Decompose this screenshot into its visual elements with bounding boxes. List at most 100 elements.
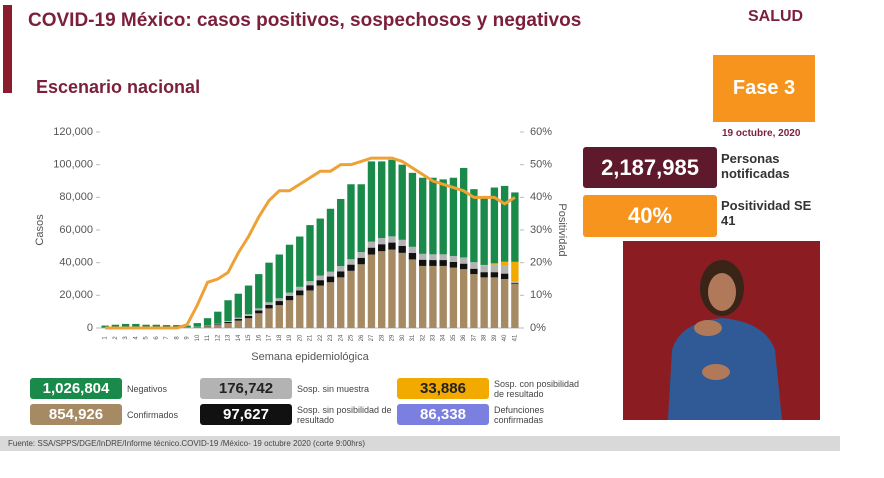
bar-segment [234,293,242,318]
bar-segment [347,259,355,265]
bar-segment [337,266,345,272]
x-tick-label: 41 [512,334,518,341]
bar-segment [224,323,232,328]
bar-segment [398,252,406,328]
stat-label: Personas notificadas [721,151,790,181]
bar-segment [398,239,406,247]
bar-segment [388,249,396,328]
bar-segment [470,274,478,328]
x-tick-label: 15 [246,334,252,341]
bar-segment [449,177,458,256]
y-tick-label: 80,000 [59,191,93,203]
bar-segment [337,271,345,278]
bar-segment [490,264,499,273]
x-tick-label: 24 [338,334,344,341]
bar-segment [183,325,191,328]
bar-segment [500,265,509,274]
legend-label: Confirmados [127,409,179,420]
bar-segment [347,264,355,271]
bar-segment [275,298,283,302]
bar-segment [357,252,365,258]
bar-segment [357,264,365,328]
y-tick-label: 0 [87,322,93,334]
x-tick-label: 4 [133,336,139,340]
bar-segment [449,261,458,268]
bar-segment [162,325,171,328]
bar-segment [244,318,253,328]
bar-segment [480,197,488,265]
bar-segment [408,246,417,253]
bar-segment [306,281,314,286]
bar-segment [367,241,376,248]
bar-segment [214,324,222,326]
x-tick-label: 10 [195,334,201,341]
y-tick-label: 20,000 [59,289,93,301]
bar-segment [265,262,273,303]
bar-segment [296,290,304,296]
bar-segment [193,323,202,327]
bar-segment [347,184,355,260]
x-tick-label: 5 [144,336,150,340]
bar-segment [367,254,376,328]
bar-segment [418,259,427,266]
bar-segment [142,324,150,328]
bar-segment [470,268,478,275]
x-tick-label: 14 [236,334,242,341]
x-tick-label: 8 [174,336,180,340]
y2-tick-label: 50% [530,159,552,171]
bar-segment [224,320,232,322]
bar-segment [326,208,335,272]
y-tick-label: 40,000 [59,257,93,269]
x-tick-label: 17 [267,334,273,341]
bar-segment [326,271,335,277]
y2-tick-label: 0% [530,322,546,334]
x-tick-label: 38 [482,334,488,341]
x-tick-label: 25 [349,334,355,341]
legend-label: Sosp. sin posibilidad de resultado [297,404,392,425]
bar-segment [234,317,242,320]
bar-segment [111,324,120,328]
bar-segment [234,319,242,321]
y2-tick-label: 10% [530,289,552,301]
bar-segment [378,251,386,328]
source-bar [0,436,840,451]
bar-segment [214,311,222,324]
bar-segment [511,283,519,328]
bar-segment [511,261,519,282]
bar-segment [285,244,294,293]
bar-segment [193,327,202,328]
legend-swatch-value: 97,627 [200,404,292,425]
bar-segment [490,277,499,328]
x-tick-label: 23 [328,334,334,341]
bar-segment [224,321,232,324]
x-tick-label: 37 [471,334,477,341]
x-tick-label: 36 [461,334,467,341]
y2-tick-label: 30% [530,224,552,236]
bar-segment [500,279,509,328]
x-tick-label: 13 [226,334,232,341]
bar-segment [121,323,130,328]
bar-segment [347,270,355,328]
bar-segment [470,262,478,269]
bar-segment [511,281,519,284]
y2-tick-label: 60% [530,126,552,138]
x-tick-label: 35 [451,334,457,341]
y-tick-label: 60,000 [59,224,93,236]
date: 19 octubre, 2020 [722,128,801,139]
bar-segment [357,184,365,253]
x-tick-label: 11 [205,334,211,341]
bar-segment [316,218,324,276]
bar-segment [265,308,273,328]
bar-segment [296,286,304,291]
bar-segment [480,272,488,278]
title: COVID-19 México: casos positivos, sospec… [28,10,582,31]
bar-segment [408,252,417,260]
x-tick-label: 16 [256,334,262,341]
bar-segment [439,254,447,261]
bar-segment [388,242,396,250]
bar-segment [316,280,324,286]
bar-segment [214,325,222,328]
bar-segment [429,254,437,261]
bar-segment [480,277,488,328]
stat-value: 40% [583,195,717,237]
